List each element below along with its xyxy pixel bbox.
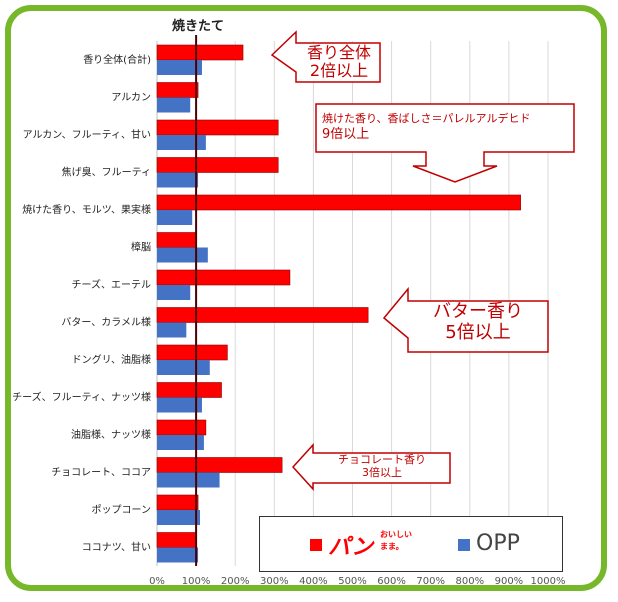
category-label: ドングリ、油脂様	[72, 353, 151, 366]
bar-bread	[156, 232, 197, 248]
bar-opp	[157, 360, 210, 375]
bar-bread	[156, 419, 207, 436]
x-tick-label: 0%	[149, 576, 165, 587]
legend-brand-main: パン	[328, 535, 374, 560]
legend-brand-sub1: おいしい	[380, 530, 412, 539]
chart-title: 焼きたて	[172, 18, 224, 34]
category-label: ココナツ、甘い	[82, 541, 151, 554]
bar-bread	[156, 494, 199, 511]
x-tick-label: 400%	[299, 576, 328, 587]
bar-opp	[157, 322, 187, 338]
bar-opp	[157, 60, 202, 75]
bar-opp	[157, 135, 206, 150]
x-tick-label: 600%	[377, 576, 406, 587]
bar-bread	[156, 382, 222, 398]
x-tick-label: 100%	[182, 576, 211, 587]
bar-opp	[157, 285, 191, 300]
annotation-baked-aroma: 焼けた香り、香ばしさ＝パレルアルデヒド 9倍以上	[322, 112, 572, 151]
annotation-butter: バター香り 5倍以上	[410, 301, 546, 350]
category-label: ポップコーン	[92, 504, 152, 516]
x-tick-label: 700%	[416, 576, 445, 587]
bar-opp	[157, 510, 201, 525]
legend: パン おいしい まま。 OPP	[259, 516, 563, 572]
bar-opp	[157, 247, 208, 263]
annotation-chocolate: チョコレート香り 3倍以上	[316, 453, 448, 482]
annotation-aroma-total-line1: 香り全体	[306, 43, 371, 62]
bar-opp	[157, 435, 204, 450]
bar-bread	[156, 119, 279, 136]
bar-opp	[157, 210, 193, 225]
x-tick-label: 800%	[456, 576, 485, 587]
x-tick-label: 200%	[221, 576, 250, 587]
bar-opp	[157, 397, 202, 413]
annotation-chocolate-line2: 3倍以上	[362, 465, 402, 479]
category-label: アルカン、フルーティ、甘い	[23, 128, 151, 141]
bar-opp	[157, 172, 199, 188]
category-label: 油脂様、ナッツ様	[71, 428, 151, 441]
x-tick-label: 900%	[495, 576, 524, 587]
x-tick-label: 300%	[260, 576, 289, 587]
annotation-chocolate-line1: チョコレート香り	[338, 453, 426, 466]
category-labels: 香り全体(合計) アルカンアルカン、フルーティ、甘い焦げ臭、フルーティ焼けた香り、…	[12, 53, 151, 554]
bar-bread	[156, 44, 244, 61]
x-tick-label: 1000%	[531, 576, 566, 587]
annotation-baked-aroma-line2: 9倍以上	[322, 126, 370, 142]
category-label: 焦げ臭、フルーティ	[62, 166, 151, 179]
bar-bread	[156, 269, 291, 286]
bar-bread	[156, 344, 228, 361]
bar-bread	[156, 82, 199, 98]
bar-bread	[156, 307, 369, 323]
category-label: チーズ、フルーティ、ナッツ様	[12, 391, 151, 404]
bar-bread	[156, 457, 283, 473]
category-label: 焼けた香り、モルツ、果実様	[22, 203, 151, 216]
bar-bread	[156, 194, 521, 211]
category-label: アルカン	[111, 92, 151, 104]
x-tick-labels: 0% 100% 200% 300% 400% 500% 600% 700% 800% 900% 10…	[149, 576, 565, 587]
category-label: バター、カラメル様	[61, 316, 151, 329]
bar-opp	[157, 472, 220, 488]
bar-opp	[157, 97, 191, 113]
x-tick-label: 500%	[338, 576, 367, 587]
bar-bread	[156, 532, 197, 548]
category-label: チーズ、エーテル	[72, 278, 152, 291]
annotation-aroma-total: 香り全体 2倍以上	[300, 43, 378, 81]
category-label: チョコレート、ココア	[51, 467, 151, 479]
annotation-aroma-total-line2: 2倍以上	[309, 61, 369, 81]
bars	[156, 44, 521, 563]
category-label: 香り全体(合計)	[83, 53, 151, 66]
annotation-butter-line2: 5倍以上	[445, 321, 511, 343]
legend-swatch-opp	[458, 539, 470, 551]
bar-opp	[157, 547, 199, 563]
category-label: 樟脳	[131, 241, 151, 254]
legend-swatch-bread	[310, 539, 322, 551]
bar-bread	[156, 157, 279, 173]
legend-brand-sub2: まま。	[380, 542, 404, 551]
annotation-baked-aroma-line1: 焼けた香り、香ばしさ＝パレルアルデヒド	[322, 112, 531, 125]
legend-opp-label: OPP	[476, 531, 520, 556]
annotation-butter-line1: バター香り	[433, 301, 523, 322]
